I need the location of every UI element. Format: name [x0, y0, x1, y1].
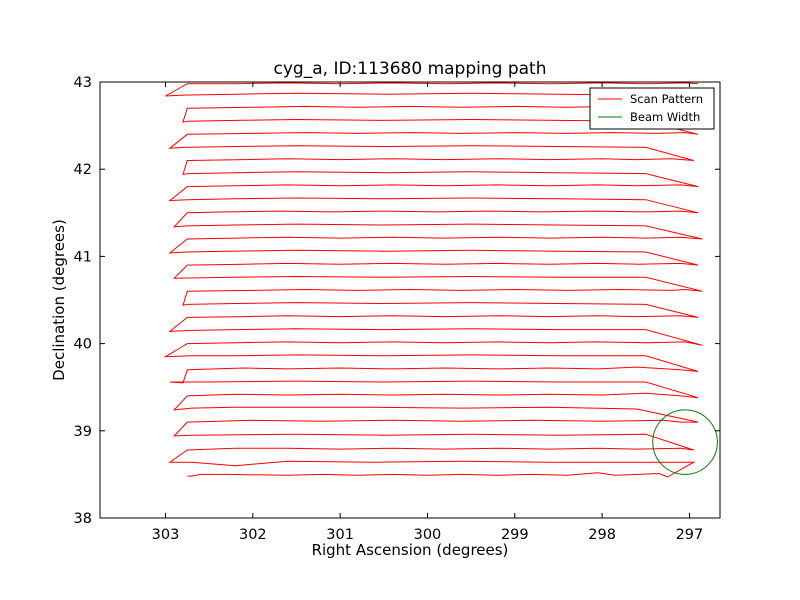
x-tick-label: 303 [152, 527, 180, 543]
beam-width-circle [652, 409, 718, 475]
y-tick-label: 38 [74, 511, 92, 527]
x-tick-label: 298 [588, 527, 616, 543]
x-tick-label: 299 [501, 527, 529, 543]
y-tick-label: 41 [74, 249, 92, 265]
x-tick-label: 301 [326, 527, 354, 543]
x-axis-label: Right Ascension (degrees) [312, 541, 509, 559]
y-axis-label: Declination (degrees) [50, 219, 68, 381]
legend-label-beam-width: Beam Width [630, 110, 700, 124]
legend: Scan Pattern Beam Width [589, 87, 715, 130]
y-tick-label: 42 [74, 162, 92, 178]
plot-frame [99, 81, 721, 519]
legend-box [589, 87, 715, 130]
legend-label-scan-pattern: Scan Pattern [630, 92, 703, 106]
chart-title: cyg_a, ID:113680 mapping path [274, 59, 547, 79]
scan-pattern-line [163, 82, 703, 478]
y-tick-label: 43 [74, 75, 92, 91]
x-tick-label: 300 [414, 527, 442, 543]
x-tick-label: 297 [676, 527, 704, 543]
y-tick-label: 40 [74, 337, 92, 353]
x-tick-label: 302 [239, 527, 267, 543]
y-tick-label: 39 [74, 424, 92, 440]
